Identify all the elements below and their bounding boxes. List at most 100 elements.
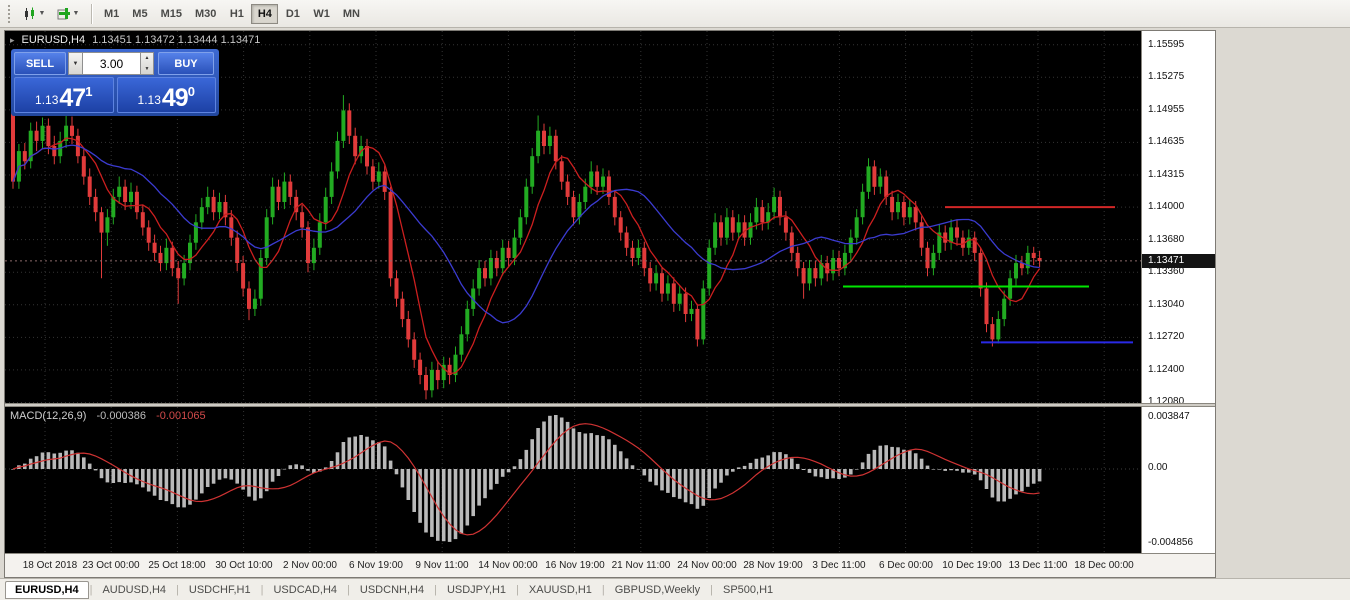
timeframe-button-m30[interactable]: M30 <box>194 7 217 20</box>
chart-ohlc-values: 1.13451 1.13472 1.13444 1.13471 <box>92 34 261 46</box>
toolbar-drag-handle[interactable] <box>8 4 12 23</box>
sell-price-prefix: 1.13 <box>35 93 59 107</box>
chevron-down-icon: ▼ <box>72 60 79 67</box>
chart-title: ▸ EURUSD,H4 1.13451 1.13472 1.13444 1.13… <box>10 34 260 46</box>
timeframe-button-h1[interactable]: H1 <box>229 7 244 20</box>
price-scale-label: 1.15275 <box>1148 71 1185 82</box>
timeframe-button-m15[interactable]: M15 <box>160 7 182 20</box>
time-axis-label: 3 Dec 11:00 <box>812 560 866 571</box>
time-axis-label: 18 Oct 2018 <box>22 560 78 571</box>
time-axis-label: 6 Dec 00:00 <box>879 560 933 571</box>
price-scale-label: 1.15595 <box>1148 39 1185 50</box>
macd-name: MACD(12,26,9) <box>10 410 87 422</box>
macd-signal-value: -0.001065 <box>156 410 206 422</box>
spin-down-icon[interactable]: ▼ <box>144 65 150 72</box>
spin-up-icon[interactable]: ▲ <box>144 55 150 62</box>
buy-price-display[interactable]: 1.13 49 0 <box>116 77 216 113</box>
volume-dropdown-button[interactable]: ▼ <box>68 52 83 75</box>
chart-tab-usdcnh-h4[interactable]: USDCNH,H4 <box>359 583 425 596</box>
window-menu-icon[interactable]: ▸ <box>10 34 15 45</box>
chart-tab-xauusd-h1[interactable]: XAUUSD,H1 <box>528 583 592 596</box>
tab-separator: | <box>434 583 437 596</box>
time-axis-label: 9 Nov 11:00 <box>415 560 469 571</box>
chart-tab-usdcad-h4[interactable]: USDCAD,H4 <box>273 583 338 596</box>
timeframe-button-mn[interactable]: MN <box>342 7 360 20</box>
price-scale-label: 1.14635 <box>1148 136 1185 147</box>
time-axis-label: 6 Nov 19:00 <box>349 560 403 571</box>
price-scale-label: 1.12080 <box>1148 396 1185 407</box>
chart-tab-sp500-h1[interactable]: SP500,H1 <box>722 583 774 596</box>
sell-button[interactable]: SELL <box>14 52 66 75</box>
macd-scale-max: 0.003847 <box>1148 411 1190 422</box>
timeframe-group: M1 M5 M15 M30 H1 H4 D1 W1 MN <box>98 3 366 24</box>
buy-price-pipette: 0 <box>187 84 195 99</box>
price-scale-label: 1.13040 <box>1148 299 1185 310</box>
timeframe-button-w1[interactable]: W1 <box>313 7 330 20</box>
time-axis-label: 14 Nov 00:00 <box>478 560 538 571</box>
sell-price-big: 47 <box>59 83 86 112</box>
candlestick-chart-icon <box>24 7 34 20</box>
chart-tab-gbpusd-weekly[interactable]: GBPUSD,Weekly <box>614 583 701 596</box>
price-scale-label: 1.12400 <box>1148 364 1185 375</box>
time-axis-label: 23 Oct 00:00 <box>82 560 140 571</box>
time-axis-label: 18 Dec 00:00 <box>1074 560 1134 571</box>
chart-tab-audusd-h4[interactable]: AUDUSD,H4 <box>102 583 167 596</box>
time-axis-label: 10 Dec 19:00 <box>942 560 1002 571</box>
macd-chart[interactable] <box>5 407 1141 553</box>
price-scale-label: 1.14000 <box>1148 201 1185 212</box>
macd-panel[interactable]: MACD(12,26,9) -0.000386 -0.001065 <box>5 407 1141 553</box>
tab-separator: | <box>516 583 519 596</box>
tab-separator: | <box>601 583 605 596</box>
chart-tabs-bar: EURUSD,H4 | AUDUSD,H4 | USDCHF,H1 | USDCAD,H4 |… <box>0 578 1350 600</box>
new-chart-button[interactable]: ▼ <box>51 3 85 25</box>
time-axis-label: 24 Nov 00:00 <box>677 560 737 571</box>
chart-tab-usdjpy-h1[interactable]: USDJPY,H1 <box>446 583 507 596</box>
sell-price-pipette: 1 <box>85 84 93 99</box>
timeframe-button-d1[interactable]: D1 <box>285 7 300 20</box>
buy-button[interactable]: BUY <box>158 52 214 75</box>
price-scale-label: 1.14315 <box>1148 169 1185 180</box>
chart-tab-eurusd-h4[interactable]: EURUSD,H4 <box>5 580 89 599</box>
tab-separator: | <box>347 583 350 596</box>
buy-price-big: 49 <box>161 83 189 112</box>
sell-price-display[interactable]: 1.13 47 1 <box>14 77 114 113</box>
buy-price-prefix: 1.13 <box>137 93 161 107</box>
tab-separator: | <box>260 583 264 596</box>
time-axis-label: 25 Oct 18:00 <box>148 560 206 571</box>
time-axis-label: 21 Nov 11:00 <box>611 560 671 571</box>
panel-splitter[interactable] <box>5 403 1215 407</box>
price-scale[interactable]: 1.13471 0.003847 0.00 -0.004856 1.15595 1… <box>1141 31 1215 577</box>
candlestick-chart[interactable] <box>5 31 1141 403</box>
timeframe-button-m1[interactable]: M1 <box>104 7 120 20</box>
time-axis-label: 16 Nov 19:00 <box>545 560 605 571</box>
time-axis[interactable]: 18 Oct 2018 23 Oct 00:00 25 Oct 18:00 30 Oc… <box>5 553 1215 577</box>
time-axis-label: 2 Nov 00:00 <box>283 560 337 571</box>
time-axis-label: 13 Dec 11:00 <box>1008 560 1068 571</box>
volume-stepper[interactable]: ▲ ▼ <box>141 52 154 75</box>
chart-symbol-label: EURUSD,H4 <box>21 34 86 46</box>
chevron-down-icon: ▼ <box>38 10 46 17</box>
time-axis-label: 28 Nov 19:00 <box>743 560 803 571</box>
toolbar-separator <box>91 3 92 24</box>
new-chart-plus-icon <box>57 7 70 19</box>
price-scale-label: 1.13360 <box>1148 266 1185 277</box>
chart-window: ▸ EURUSD,H4 1.13451 1.13472 1.13444 1.13… <box>4 30 1216 578</box>
main-chart-plot[interactable]: ▸ EURUSD,H4 1.13451 1.13472 1.13444 1.13… <box>5 31 1141 403</box>
timeframe-button-m5[interactable]: M5 <box>132 7 148 20</box>
price-scale-label: 1.13680 <box>1148 234 1185 245</box>
macd-main-value: -0.000386 <box>96 410 147 422</box>
macd-scale-min: -0.004856 <box>1148 537 1194 548</box>
chart-tab-usdchf-h1[interactable]: USDCHF,H1 <box>188 583 251 596</box>
tab-separator: | <box>710 583 713 596</box>
toolbar: ▼ ▼ M1 M5 M15 M30 H1 H4 D1 W1 MN <box>0 0 1350 28</box>
time-axis-label: 30 Oct 10:00 <box>215 560 273 571</box>
tab-separator: | <box>89 583 93 596</box>
macd-scale-zero: 0.00 <box>1148 462 1168 473</box>
current-price-badge: 1.13471 <box>1142 254 1215 268</box>
timeframe-button-h4[interactable]: H4 <box>251 3 279 24</box>
one-click-trading-panel: SELL ▼ ▲ ▼ BUY 1.13 47 1 <box>11 49 219 116</box>
charts-button[interactable]: ▼ <box>17 3 51 25</box>
volume-input[interactable] <box>83 52 141 75</box>
chevron-down-icon: ▼ <box>72 10 80 17</box>
